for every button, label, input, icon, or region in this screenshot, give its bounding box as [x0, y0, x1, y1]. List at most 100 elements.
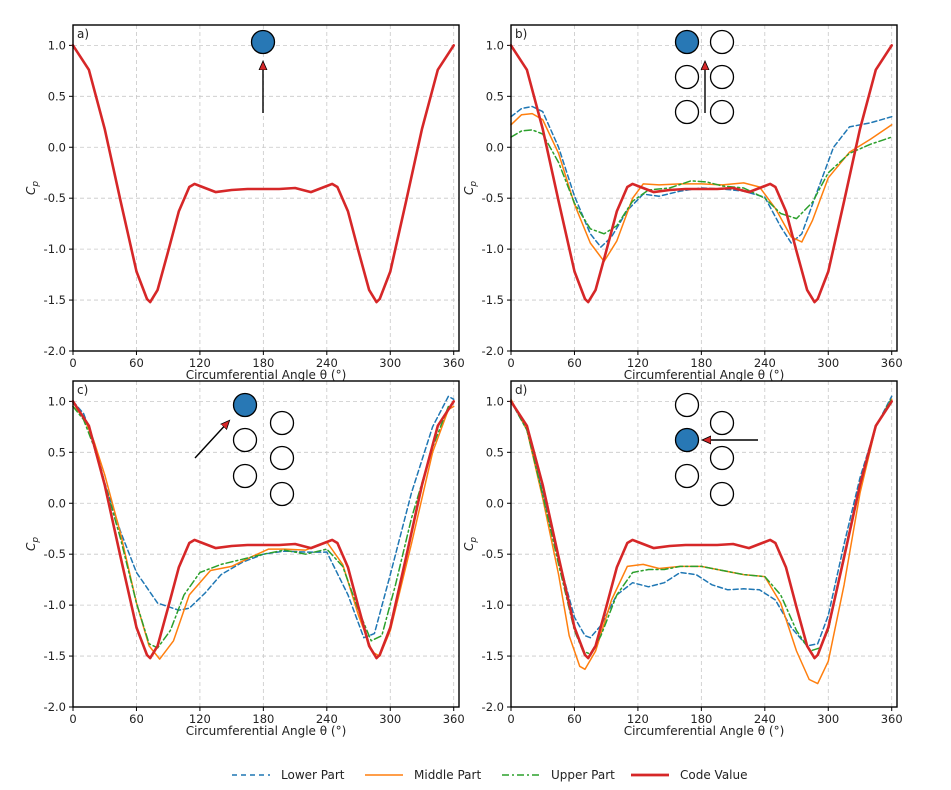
inset-a — [250, 29, 276, 113]
y-axis-label-subscript: p — [31, 181, 41, 188]
x-axis-label: Circumferential Angle θ (°) — [624, 724, 785, 738]
y-tick-label: 0.0 — [486, 140, 504, 154]
inset-b — [674, 29, 735, 125]
y-tick-label: 1.0 — [486, 38, 504, 52]
x-tick-label: 360 — [881, 712, 903, 726]
series-code-line — [71, 44, 455, 304]
x-axis-label: Circumferential Angle θ (°) — [624, 368, 785, 382]
y-tick-label: -1.5 — [482, 649, 504, 663]
legend: Lower Part Middle Part Upper Part Code V… — [232, 768, 748, 782]
y-tick-label: 0.0 — [48, 140, 66, 154]
x-tick-label: 300 — [379, 356, 401, 370]
cylinder — [269, 410, 295, 436]
legend-middle-label: Middle Part — [414, 768, 481, 782]
panel-label: b) — [515, 27, 527, 41]
series-code-line — [71, 400, 455, 660]
x-tick-label: 60 — [567, 712, 582, 726]
cylinder — [674, 64, 700, 90]
panel-label: a) — [77, 27, 89, 41]
x-tick-label: 120 — [189, 356, 211, 370]
y-tick-label: -2.0 — [44, 344, 66, 358]
cylinder — [709, 99, 735, 125]
y-tick-label: -1.5 — [44, 293, 66, 307]
cylinder — [709, 445, 735, 471]
cylinder — [709, 64, 735, 90]
x-tick-label: 240 — [316, 712, 338, 726]
y-axis-label: Cp — [462, 181, 479, 195]
y-tick-label: 1.0 — [48, 38, 66, 52]
x-tick-label: 300 — [817, 356, 839, 370]
axes-frame — [72, 380, 460, 708]
x-tick-label: 120 — [189, 712, 211, 726]
cylinder — [232, 427, 258, 453]
panel-d: 0 60 120 180 240 300 360 1.0 0.5 0.0 -0.5 -1.0 -1.5 -… — [462, 380, 903, 738]
legend-code-label: Code Value — [680, 768, 748, 782]
y-tick-label: -0.5 — [482, 547, 504, 561]
inset-c — [194, 392, 295, 507]
series-upper-line — [510, 129, 893, 235]
panel-label: d) — [515, 383, 527, 397]
x-tick-label: 240 — [316, 356, 338, 370]
y-axis-label-subscript: p — [31, 537, 41, 544]
axes-frame — [510, 24, 898, 352]
y-tick-label: -1.0 — [482, 242, 504, 256]
cylinder — [709, 410, 735, 436]
y-tick-label: 1.0 — [48, 394, 66, 408]
y-tick-label: -0.5 — [44, 547, 66, 561]
x-tick-label: 60 — [129, 356, 144, 370]
x-axis-label: Circumferential Angle θ (°) — [186, 724, 347, 738]
x-tick-label: 360 — [881, 356, 903, 370]
x-tick-label: 180 — [252, 356, 274, 370]
x-tick-label: 360 — [443, 712, 465, 726]
series-code-line — [509, 44, 893, 304]
y-tick-label: 0.5 — [486, 89, 504, 103]
y-tick-label: 0.5 — [486, 445, 504, 459]
y-tick-label: 0.5 — [48, 445, 66, 459]
y-tick-label: -0.5 — [44, 191, 66, 205]
legend-upper-label: Upper Part — [551, 768, 615, 782]
y-tick-label: 0.5 — [48, 89, 66, 103]
y-axis-label-subscript: p — [469, 537, 479, 544]
x-tick-label: 180 — [690, 712, 712, 726]
highlighted-cylinder — [674, 29, 700, 55]
y-tick-label: 0.0 — [486, 496, 504, 510]
x-tick-label: 0 — [69, 356, 76, 370]
x-axis-label: Circumferential Angle θ (°) — [186, 368, 347, 382]
x-tick-label: 360 — [443, 356, 465, 370]
y-tick-label: 0.0 — [48, 496, 66, 510]
x-tick-label: 120 — [627, 356, 649, 370]
x-tick-label: 0 — [507, 712, 514, 726]
flow-arrow — [194, 421, 229, 459]
panel-b: 0 60 120 180 240 300 360 1.0 0.5 0.0 -0.5 -1.0 -1.5 -… — [462, 24, 903, 382]
cylinder — [674, 99, 700, 125]
axes-frame — [72, 24, 460, 352]
highlighted-cylinder — [250, 29, 276, 55]
series-lower-line — [510, 105, 893, 248]
panel-a: 0 60 120 180 240 300 360 1.0 0.5 0.0 -0.5 -1.0 -1.5 -… — [24, 24, 465, 382]
x-tick-label: 120 — [627, 712, 649, 726]
y-tick-label: 1.0 — [486, 394, 504, 408]
y-tick-label: -0.5 — [482, 191, 504, 205]
y-axis-label-subscript: p — [469, 181, 479, 188]
x-tick-label: 300 — [379, 712, 401, 726]
cylinder — [269, 481, 295, 507]
highlighted-cylinder — [232, 392, 258, 418]
series-upper-line — [72, 402, 455, 649]
y-tick-label: -2.0 — [44, 700, 66, 714]
series-lower-line — [510, 395, 893, 647]
y-tick-label: -1.0 — [44, 598, 66, 612]
y-tick-label: -1.0 — [44, 242, 66, 256]
series-code-line — [509, 400, 893, 660]
x-tick-label: 180 — [252, 712, 274, 726]
x-tick-label: 60 — [567, 356, 582, 370]
y-tick-label: -1.5 — [44, 649, 66, 663]
x-tick-label: 0 — [69, 712, 76, 726]
highlighted-cylinder — [674, 427, 700, 453]
x-tick-label: 60 — [129, 712, 144, 726]
y-axis-label: Cp — [24, 537, 41, 551]
cylinder — [674, 463, 700, 489]
y-tick-label: -1.0 — [482, 598, 504, 612]
cylinder — [269, 445, 295, 471]
x-tick-label: 240 — [754, 356, 776, 370]
